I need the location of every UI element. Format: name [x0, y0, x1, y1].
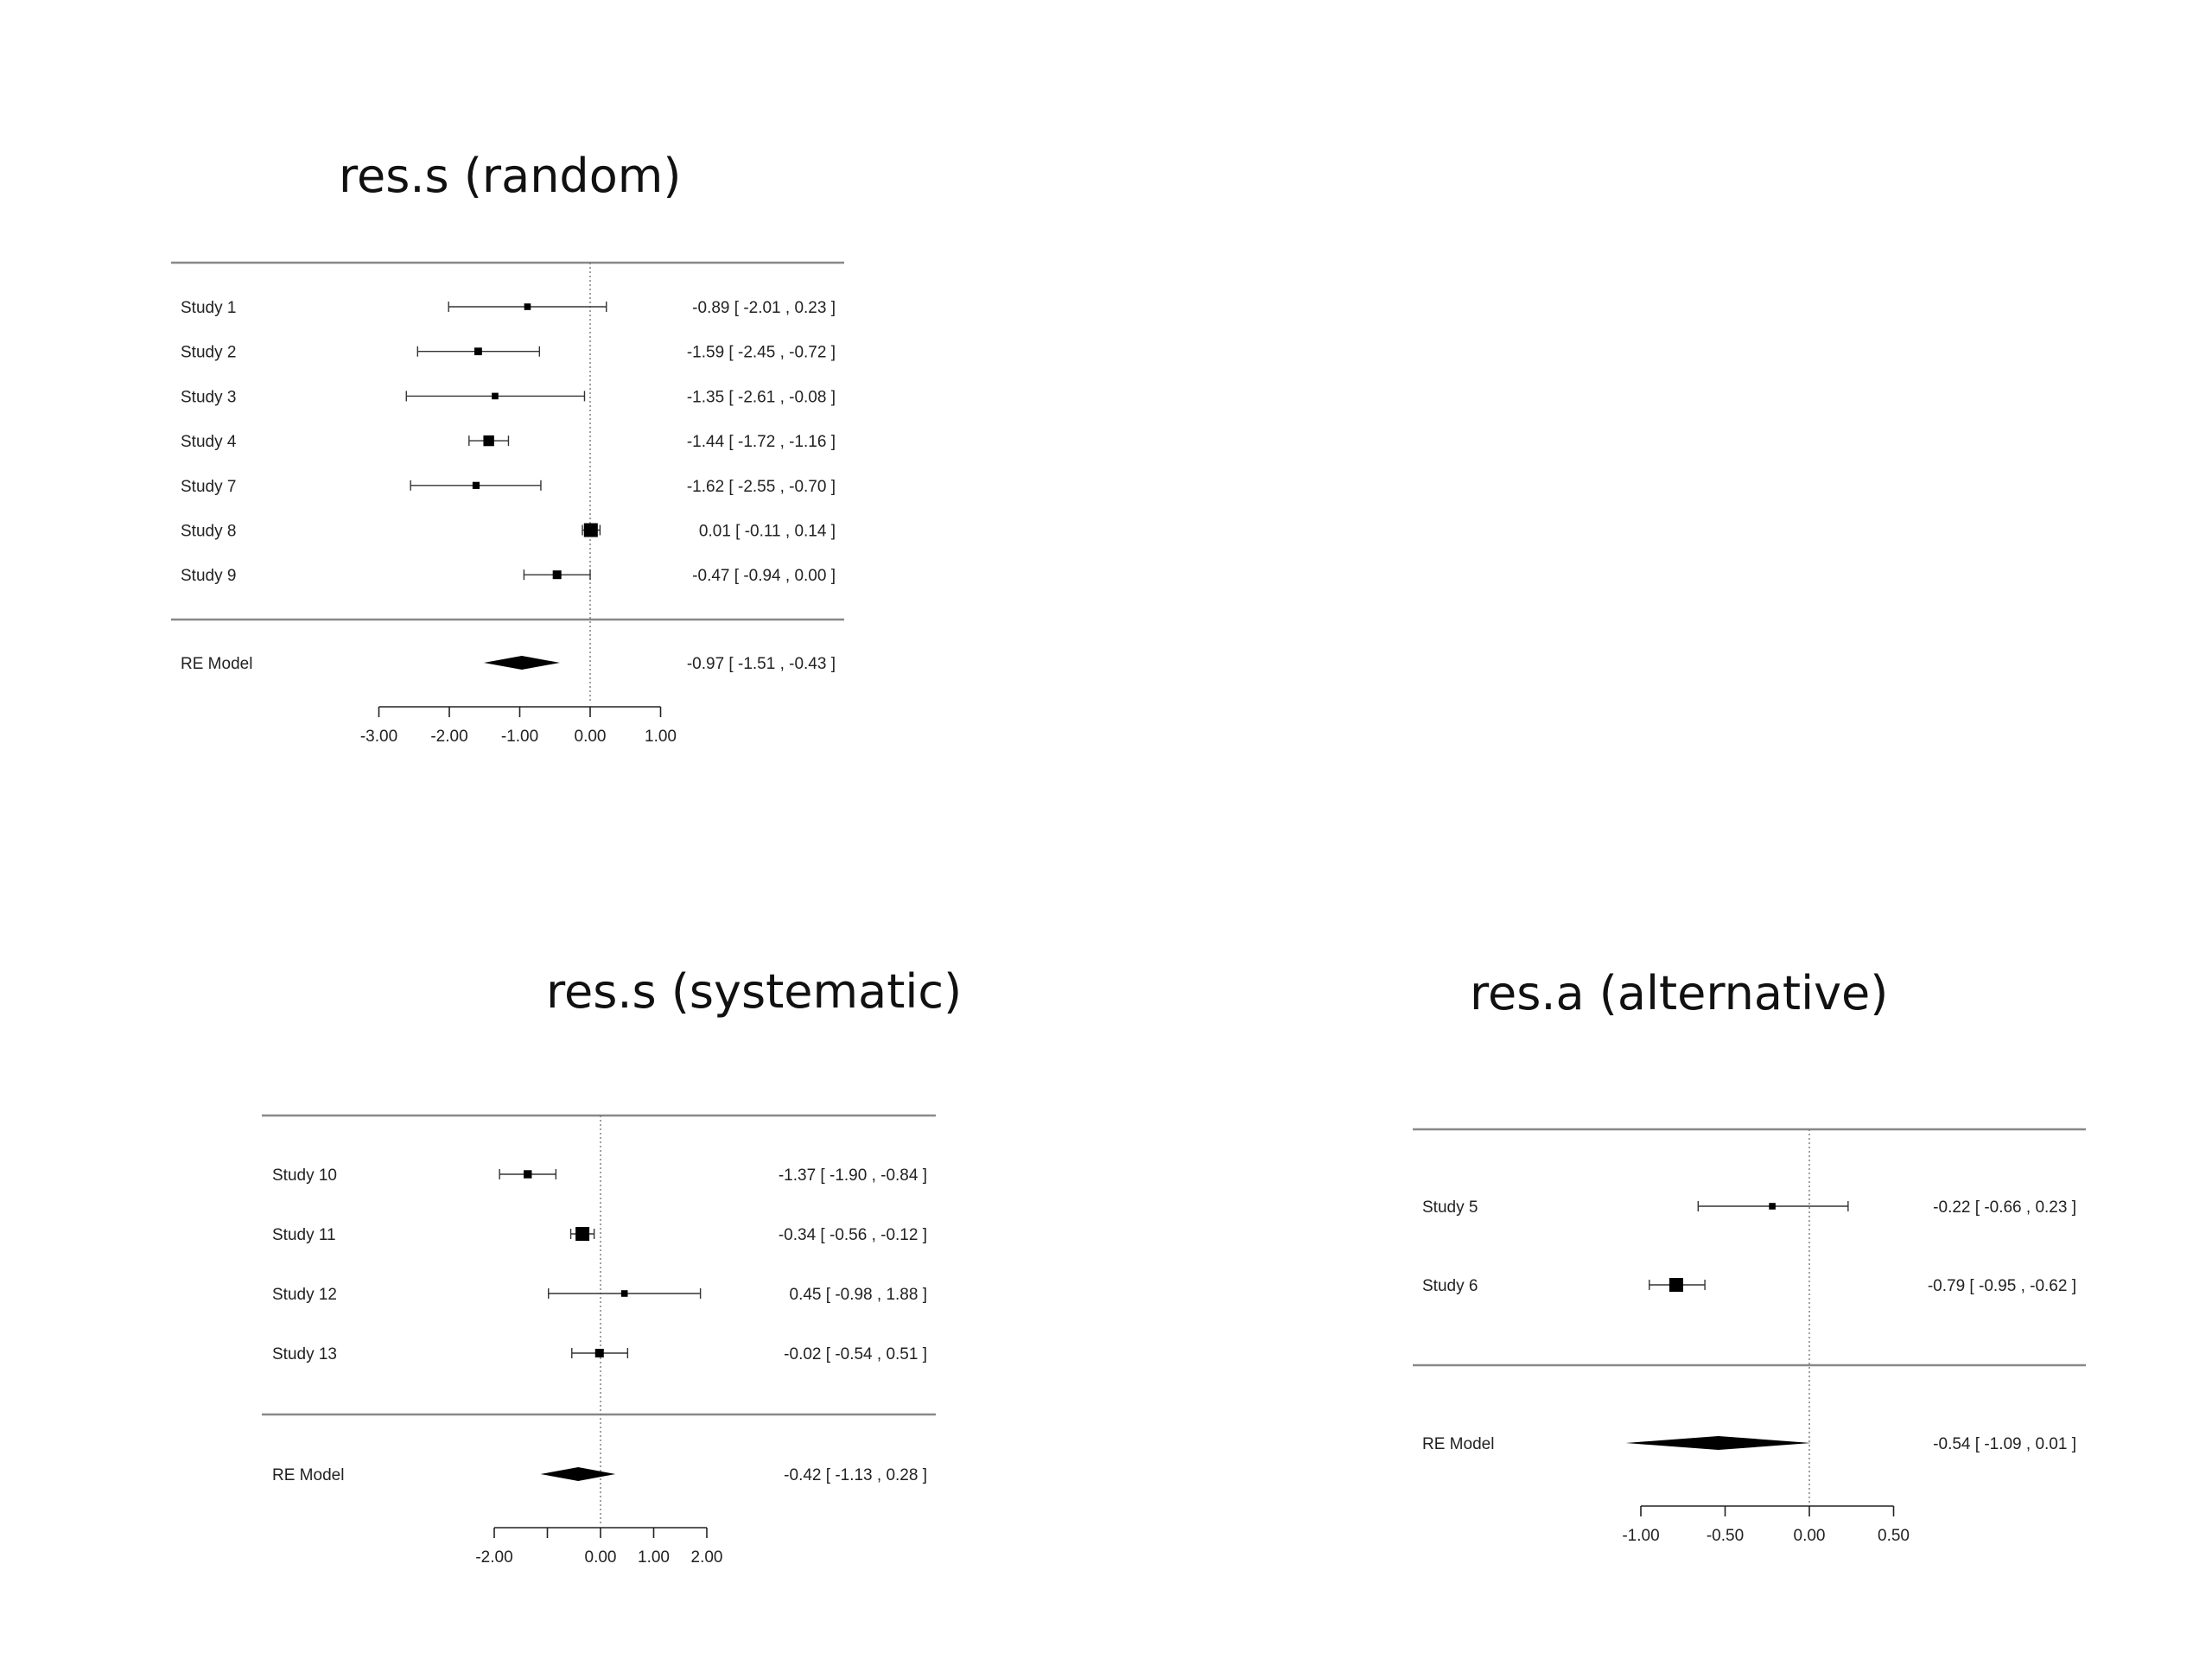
- point-estimate: [1669, 1278, 1683, 1292]
- plot-title: res.s (systematic): [546, 964, 962, 1019]
- study-label: Study 8: [181, 523, 236, 541]
- tick-label: 0.50: [1878, 1527, 1910, 1545]
- summary-diamond: [1625, 1436, 1811, 1450]
- ci-text: -0.22 [ -0.66 , 0.23 ]: [1933, 1198, 2076, 1217]
- tick-label: -1.00: [1622, 1527, 1659, 1545]
- forest-plot-1: res.s (random) Study 1 -0.89 [ -2.01 , 0.2…: [171, 149, 844, 746]
- forest-plot-3: res.a (alternative) Study 5 -0.22 [ -0.66 …: [1413, 966, 2086, 1545]
- plot-title: res.s (random): [339, 149, 681, 203]
- ci-text: 0.45 [ -0.98 , 1.88 ]: [790, 1286, 928, 1304]
- summary-row: RE Model -0.42 [ -1.13 , 0.28 ]: [272, 1466, 927, 1484]
- forest-plot-2: res.s (systematic) Study 10 -1.37 [ -1.90 …: [262, 964, 962, 1567]
- summary-label: RE Model: [1422, 1435, 1494, 1453]
- tick-label: -1.00: [501, 728, 538, 746]
- study-row: Study 12 0.45 [ -0.98 , 1.88 ]: [272, 1286, 927, 1304]
- ci-text: -0.34 [ -0.56 , -0.12 ]: [779, 1226, 927, 1244]
- tick-label: 1.00: [645, 728, 677, 746]
- study-label: Study 2: [181, 344, 236, 362]
- point-estimate: [492, 392, 499, 400]
- study-row: Study 1 -0.89 [ -2.01 , 0.23 ]: [181, 299, 836, 317]
- tick-label: -2.00: [430, 728, 467, 746]
- summary-row: RE Model -0.54 [ -1.09 , 0.01 ]: [1422, 1435, 2076, 1453]
- point-estimate: [552, 570, 562, 580]
- tick-label: -2.00: [475, 1548, 512, 1567]
- study-label: Study 3: [181, 388, 236, 406]
- point-estimate: [575, 1227, 590, 1241]
- ci-text: -1.59 [ -2.45 , -0.72 ]: [687, 344, 836, 362]
- study-row: Study 2 -1.59 [ -2.45 , -0.72 ]: [181, 344, 836, 362]
- ci-text: -1.35 [ -2.61 , -0.08 ]: [687, 388, 836, 406]
- tick-label: 2.00: [691, 1548, 723, 1567]
- point-estimate: [524, 1170, 532, 1179]
- tick-label: -0.50: [1707, 1527, 1744, 1545]
- ci-text: -0.02 [ -0.54 , 0.51 ]: [784, 1345, 927, 1363]
- summary-ci-text: -0.54 [ -1.09 , 0.01 ]: [1933, 1435, 2076, 1453]
- ci-text: -0.89 [ -2.01 , 0.23 ]: [692, 299, 836, 317]
- summary-label: RE Model: [272, 1466, 344, 1484]
- tick-label: 0.00: [585, 1548, 617, 1567]
- summary-diamond: [483, 656, 560, 670]
- tick-label: 0.00: [1794, 1527, 1826, 1545]
- x-axis: -3.00 -2.00 -1.00 0.00 1.00: [360, 706, 677, 746]
- point-estimate: [620, 1290, 628, 1297]
- summary-diamond: [540, 1467, 616, 1481]
- study-row: Study 13 -0.02 [ -0.54 , 0.51 ]: [272, 1345, 927, 1363]
- summary-label: RE Model: [181, 655, 252, 673]
- study-row: Study 11 -0.34 [ -0.56 , -0.12 ]: [272, 1226, 927, 1244]
- tick-label: -3.00: [360, 728, 397, 746]
- point-estimate: [483, 435, 494, 447]
- tick-label: 1.00: [638, 1548, 670, 1567]
- ci-text: -1.62 [ -2.55 , -0.70 ]: [687, 478, 836, 496]
- study-row: Study 7 -1.62 [ -2.55 , -0.70 ]: [181, 478, 836, 496]
- point-estimate: [474, 347, 482, 356]
- point-estimate: [594, 1349, 604, 1357]
- ci-text: -1.44 [ -1.72 , -1.16 ]: [687, 433, 836, 451]
- point-estimate: [583, 523, 598, 537]
- study-label: Study 13: [272, 1345, 337, 1363]
- study-label: Study 10: [272, 1166, 337, 1185]
- tick-label: 0.00: [575, 728, 607, 746]
- study-label: Study 6: [1422, 1277, 1478, 1295]
- ci-text: -0.47 [ -0.94 , 0.00 ]: [692, 567, 836, 585]
- study-label: Study 12: [272, 1286, 337, 1304]
- point-estimate: [524, 303, 531, 310]
- study-row: Study 5 -0.22 [ -0.66 , 0.23 ]: [1422, 1198, 2076, 1217]
- study-label: Study 9: [181, 567, 236, 585]
- study-row: Study 6 -0.79 [ -0.95 , -0.62 ]: [1422, 1277, 2076, 1295]
- study-row: Study 8 0.01 [ -0.11 , 0.14 ]: [181, 523, 836, 541]
- study-row: Study 10 -1.37 [ -1.90 , -0.84 ]: [272, 1166, 927, 1185]
- point-estimate: [472, 481, 480, 489]
- x-axis: -2.00 0.00 1.00 2.00: [475, 1527, 723, 1567]
- plot-title: res.a (alternative): [1470, 966, 1888, 1020]
- ci-text: -0.79 [ -0.95 , -0.62 ]: [1928, 1277, 2076, 1295]
- summary-row: RE Model -0.97 [ -1.51 , -0.43 ]: [181, 655, 836, 673]
- study-row: Study 9 -0.47 [ -0.94 , 0.00 ]: [181, 567, 836, 585]
- study-label: Study 1: [181, 299, 236, 317]
- study-label: Study 5: [1422, 1198, 1478, 1217]
- study-row: Study 4 -1.44 [ -1.72 , -1.16 ]: [181, 433, 836, 451]
- summary-ci-text: -0.97 [ -1.51 , -0.43 ]: [687, 655, 836, 673]
- study-label: Study 4: [181, 433, 237, 451]
- ci-text: -1.37 [ -1.90 , -0.84 ]: [779, 1166, 927, 1185]
- study-row: Study 3 -1.35 [ -2.61 , -0.08 ]: [181, 388, 836, 406]
- study-label: Study 7: [181, 478, 236, 496]
- point-estimate: [1769, 1203, 1776, 1210]
- ci-text: 0.01 [ -0.11 , 0.14 ]: [699, 523, 836, 541]
- study-label: Study 11: [272, 1226, 336, 1244]
- x-axis: -1.00 -0.50 0.00 0.50: [1622, 1505, 1910, 1545]
- summary-ci-text: -0.42 [ -1.13 , 0.28 ]: [784, 1466, 927, 1484]
